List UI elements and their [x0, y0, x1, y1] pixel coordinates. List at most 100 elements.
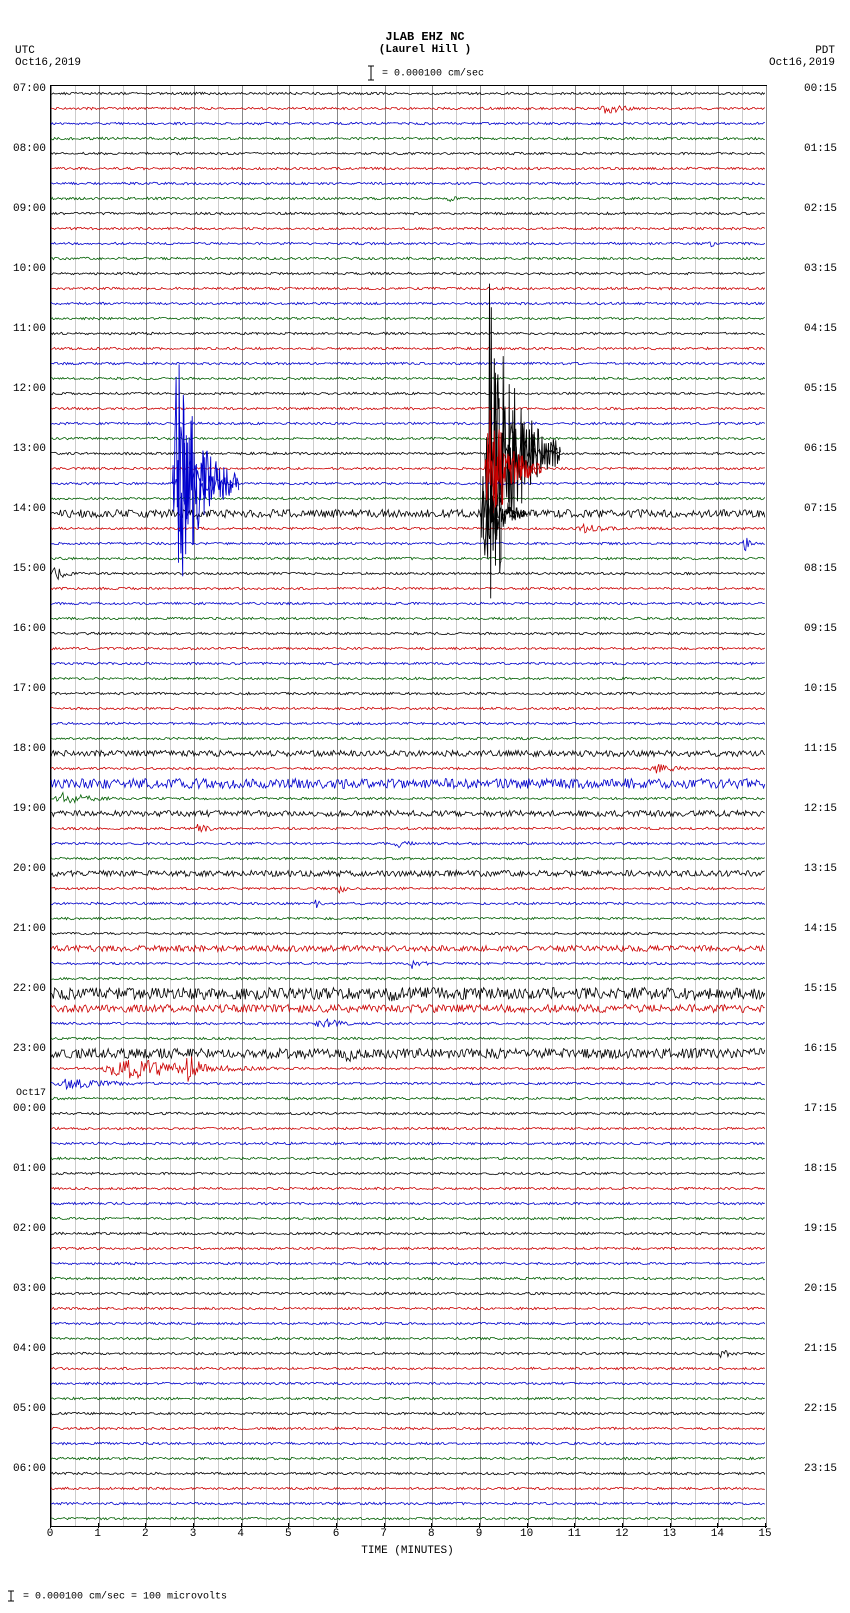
seismic-trace — [51, 272, 765, 274]
seismic-trace — [51, 662, 765, 664]
seismic-trace — [51, 1262, 765, 1264]
right-hour-label: 14:15 — [804, 923, 837, 935]
seismic-trace — [51, 557, 765, 559]
left-hour-label: 22:00 — [13, 983, 46, 995]
right-hour-label: 13:15 — [804, 863, 837, 875]
seismic-trace — [51, 1457, 765, 1459]
seismic-trace — [51, 1005, 765, 1013]
left-hour-label: 19:00 — [13, 803, 46, 815]
seismic-trace — [51, 242, 765, 247]
seismic-trace — [51, 1382, 765, 1384]
seismic-trace — [51, 1292, 765, 1294]
tz-right-date: Oct16,2019 — [769, 57, 835, 69]
right-hour-label: 09:15 — [804, 623, 837, 635]
seismic-trace — [51, 707, 765, 709]
seismic-trace — [51, 632, 765, 634]
seismic-trace — [51, 1487, 765, 1489]
x-tick-label: 10 — [520, 1528, 533, 1540]
scale-indicator: = 0.000100 cm/sec — [0, 65, 850, 81]
x-tick-label: 11 — [568, 1528, 581, 1540]
tz-left-date: Oct16,2019 — [15, 57, 81, 69]
seismic-trace — [51, 362, 765, 364]
x-tick-label: 6 — [333, 1528, 340, 1540]
seismic-trace — [51, 1502, 765, 1504]
footer-scale: = 0.000100 cm/sec = 100 microvolts — [5, 1590, 227, 1603]
seismic-trace — [51, 1517, 765, 1519]
seismic-trace — [51, 887, 765, 893]
seismic-trace — [51, 871, 765, 877]
right-hour-label: 20:15 — [804, 1283, 837, 1295]
seismic-trace — [51, 977, 765, 979]
seismic-trace — [51, 257, 765, 259]
seismic-trace — [51, 524, 765, 533]
seismic-trace — [51, 1232, 765, 1234]
seismic-trace — [51, 377, 765, 379]
left-hour-label: 08:00 — [13, 143, 46, 155]
seismic-trace — [51, 427, 765, 531]
x-tick-label: 8 — [428, 1528, 435, 1540]
x-axis-title: TIME (MINUTES) — [50, 1545, 765, 1557]
seismic-trace — [51, 647, 765, 649]
right-hour-label: 18:15 — [804, 1163, 837, 1175]
seismic-trace — [51, 779, 765, 789]
station-code: JLAB EHZ NC — [0, 30, 850, 44]
seismic-event-spike — [485, 284, 561, 599]
x-tick-label: 7 — [380, 1528, 387, 1540]
left-hour-label: 11:00 — [13, 323, 46, 335]
seismic-trace — [51, 932, 765, 934]
seismic-trace — [51, 1127, 765, 1129]
right-hour-label: 05:15 — [804, 383, 837, 395]
left-hour-label: 06:00 — [13, 1463, 46, 1475]
seismic-trace — [51, 137, 765, 139]
seismic-trace — [51, 1202, 765, 1204]
seismic-trace — [51, 1172, 765, 1174]
station-location: (Laurel Hill ) — [0, 44, 850, 56]
seismic-trace — [51, 692, 765, 694]
seismic-trace — [51, 92, 765, 94]
seismic-trace — [51, 1157, 765, 1159]
seismic-trace — [51, 197, 765, 202]
x-tick-label: 14 — [711, 1528, 724, 1540]
seismic-trace — [51, 422, 765, 424]
left-hour-label: 03:00 — [13, 1283, 46, 1295]
right-hour-label: 22:15 — [804, 1403, 837, 1415]
seismic-trace — [51, 212, 765, 214]
left-time-labels: 07:0008:0009:0010:0011:0012:0013:0014:00… — [0, 85, 48, 1525]
left-hour-label: 12:00 — [13, 383, 46, 395]
seismic-trace — [51, 497, 765, 499]
seismic-trace — [51, 317, 765, 319]
left-hour-label: 17:00 — [13, 683, 46, 695]
seismic-trace — [51, 722, 765, 724]
seismic-trace — [51, 737, 765, 739]
right-hour-label: 06:15 — [804, 443, 837, 455]
seismic-trace — [51, 332, 765, 334]
left-hour-label: 20:00 — [13, 863, 46, 875]
tz-right-label: PDT — [769, 45, 835, 57]
seismic-trace — [51, 1472, 765, 1474]
x-tick-label: 3 — [190, 1528, 197, 1540]
x-tick-label: 9 — [476, 1528, 483, 1540]
seismic-trace — [51, 1019, 765, 1027]
seismic-trace — [51, 917, 765, 919]
x-tick-label: 5 — [285, 1528, 292, 1540]
seismic-trace — [51, 1322, 765, 1324]
seismic-trace — [51, 182, 765, 184]
x-tick-label: 12 — [615, 1528, 628, 1540]
left-hour-label: 16:00 — [13, 623, 46, 635]
tz-left: UTC Oct16,2019 — [15, 45, 81, 69]
seismic-trace — [51, 407, 765, 409]
right-hour-label: 07:15 — [804, 503, 837, 515]
seismic-trace — [51, 538, 765, 551]
seismic-trace — [51, 568, 765, 579]
tz-right: PDT Oct16,2019 — [769, 45, 835, 69]
right-hour-label: 04:15 — [804, 323, 837, 335]
right-hour-label: 19:15 — [804, 1223, 837, 1235]
seismic-trace — [51, 227, 765, 229]
x-tick-label: 15 — [758, 1528, 771, 1540]
seismic-trace — [51, 1097, 765, 1099]
right-hour-label: 21:15 — [804, 1343, 837, 1355]
left-hour-label: 05:00 — [13, 1403, 46, 1415]
seismogram-page: JLAB EHZ NC (Laurel Hill ) = 0.000100 cm… — [0, 0, 850, 1613]
right-hour-label: 01:15 — [804, 143, 837, 155]
x-tick-label: 0 — [47, 1528, 54, 1540]
